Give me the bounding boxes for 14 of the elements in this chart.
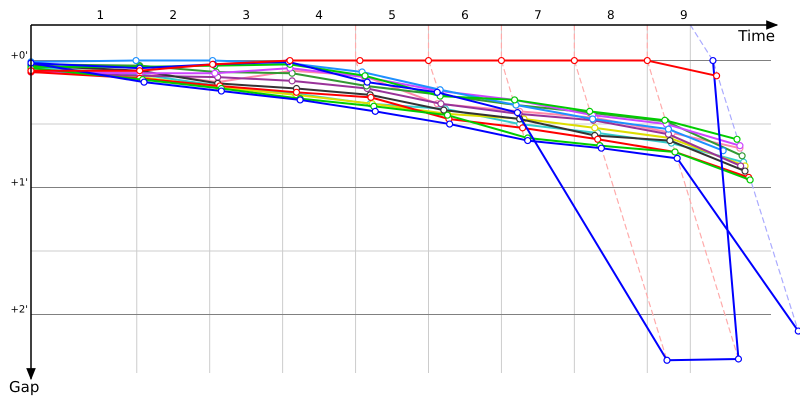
x-tick-label: 5 xyxy=(388,8,396,22)
x-tick-label: 9 xyxy=(680,8,688,22)
x-tick-label: 1 xyxy=(96,8,104,22)
x-tick-label: 2 xyxy=(169,8,178,22)
x-tick-label: 8 xyxy=(607,8,615,22)
y-tick-label: +1' xyxy=(10,178,28,189)
y-tick-label: +2' xyxy=(10,304,28,316)
y-tick-label: +0' xyxy=(10,50,28,62)
x-tick-label: 3 xyxy=(242,8,250,22)
y-axis-title: Gap xyxy=(9,378,40,396)
x-tick-label: 6 xyxy=(461,8,469,22)
x-tick-label: 4 xyxy=(315,8,323,22)
x-axis-title: Time xyxy=(737,27,775,45)
x-tick-label: 7 xyxy=(534,8,542,22)
